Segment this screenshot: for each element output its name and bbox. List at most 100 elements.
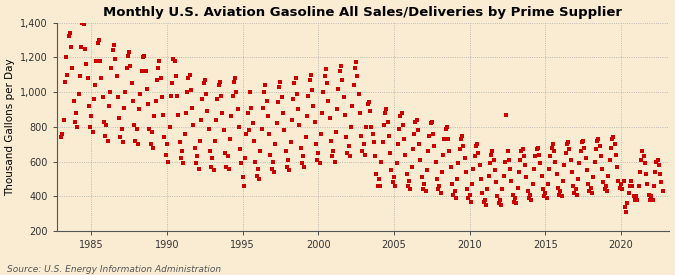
Point bbox=[514, 170, 524, 174]
Point bbox=[416, 175, 427, 180]
Point bbox=[448, 192, 459, 197]
Point bbox=[352, 74, 363, 79]
Point bbox=[568, 184, 578, 188]
Point bbox=[212, 97, 223, 101]
Point bbox=[381, 107, 392, 112]
Point bbox=[96, 76, 107, 80]
Point bbox=[260, 83, 271, 87]
Point bbox=[117, 140, 128, 145]
Point bbox=[168, 57, 179, 61]
Point bbox=[479, 198, 490, 202]
Point bbox=[371, 172, 382, 176]
Point bbox=[488, 158, 499, 162]
Point bbox=[321, 67, 331, 72]
Point bbox=[520, 163, 531, 167]
Point bbox=[140, 69, 151, 73]
Point bbox=[289, 81, 300, 86]
Point bbox=[314, 161, 325, 166]
Point bbox=[611, 152, 622, 157]
Point bbox=[466, 199, 477, 204]
Point bbox=[620, 210, 631, 214]
Point bbox=[623, 191, 634, 195]
Point bbox=[653, 163, 664, 167]
Point bbox=[412, 128, 423, 133]
Point bbox=[493, 201, 504, 205]
Point bbox=[141, 86, 152, 91]
Point bbox=[580, 156, 591, 160]
Point bbox=[549, 149, 560, 153]
Point bbox=[171, 93, 182, 98]
Point bbox=[357, 149, 368, 153]
Point bbox=[537, 187, 548, 192]
Point bbox=[318, 90, 329, 94]
Point bbox=[306, 88, 317, 92]
Point bbox=[604, 158, 615, 162]
Point bbox=[485, 161, 495, 166]
Point bbox=[157, 95, 167, 100]
Point bbox=[589, 160, 600, 164]
Point bbox=[482, 187, 493, 192]
Point bbox=[344, 154, 355, 159]
Point bbox=[502, 149, 513, 153]
Point bbox=[636, 158, 647, 162]
Point bbox=[389, 175, 400, 180]
Point bbox=[640, 161, 651, 166]
Point bbox=[319, 74, 330, 79]
Point bbox=[646, 194, 657, 199]
Point bbox=[573, 177, 584, 181]
Point bbox=[87, 130, 98, 134]
Point bbox=[217, 111, 228, 115]
Point bbox=[541, 196, 552, 200]
Point bbox=[566, 170, 577, 174]
Point bbox=[88, 97, 99, 101]
Point bbox=[440, 126, 451, 131]
Point bbox=[569, 191, 580, 195]
Point bbox=[277, 111, 288, 115]
Point bbox=[310, 142, 321, 146]
Point bbox=[639, 154, 649, 159]
Point bbox=[657, 189, 668, 193]
Point bbox=[630, 194, 641, 199]
Point bbox=[126, 81, 137, 86]
Point bbox=[496, 203, 507, 207]
Point bbox=[300, 135, 311, 139]
Point bbox=[169, 59, 180, 63]
Point bbox=[454, 147, 465, 152]
Point bbox=[335, 64, 346, 68]
Point bbox=[70, 119, 80, 124]
Point bbox=[533, 145, 543, 150]
Point bbox=[182, 90, 192, 94]
Point bbox=[387, 180, 398, 185]
Point bbox=[467, 182, 478, 186]
Point bbox=[390, 184, 401, 188]
Point bbox=[142, 102, 153, 106]
Point bbox=[367, 132, 378, 136]
Point bbox=[315, 132, 326, 136]
Point bbox=[483, 173, 494, 178]
Point bbox=[544, 166, 555, 171]
Point bbox=[428, 132, 439, 136]
Point bbox=[360, 152, 371, 157]
Point bbox=[603, 173, 614, 178]
Point bbox=[346, 125, 356, 129]
Point bbox=[242, 111, 253, 115]
Point bbox=[188, 123, 199, 127]
Point bbox=[65, 31, 76, 35]
Point bbox=[526, 198, 537, 202]
Point bbox=[508, 199, 519, 204]
Point bbox=[189, 145, 200, 150]
Point bbox=[103, 139, 113, 143]
Point bbox=[431, 177, 442, 181]
Point bbox=[113, 95, 124, 100]
Point bbox=[385, 151, 396, 155]
Point bbox=[222, 154, 233, 159]
Point bbox=[593, 137, 603, 141]
Point bbox=[645, 198, 655, 202]
Point bbox=[273, 100, 284, 105]
Point bbox=[543, 182, 554, 186]
Point bbox=[58, 118, 69, 122]
Point bbox=[322, 81, 333, 86]
Point bbox=[110, 57, 121, 61]
Point bbox=[92, 41, 103, 46]
Point bbox=[334, 69, 345, 73]
